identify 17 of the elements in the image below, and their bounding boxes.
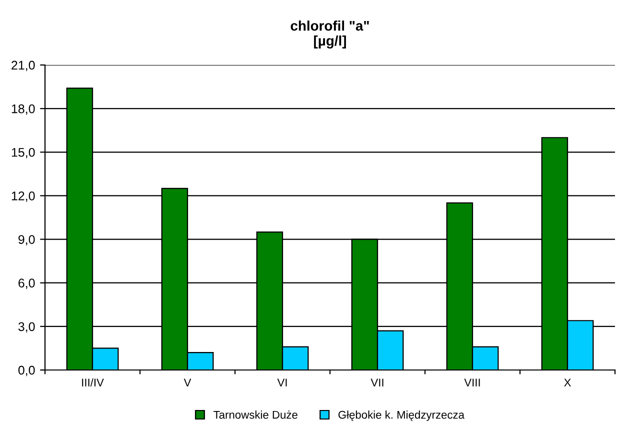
y-tick-label: 18,0 bbox=[12, 104, 35, 115]
y-tick-label: 3,0 bbox=[18, 322, 35, 333]
legend-label: Tarnowskie Duże bbox=[214, 410, 298, 419]
x-tick-label: III/IV bbox=[82, 378, 104, 386]
y-tick-label: 9,0 bbox=[18, 235, 35, 246]
x-tick-label: X bbox=[564, 378, 571, 386]
x-tick-label: V bbox=[184, 378, 192, 386]
x-tick-label: VI bbox=[277, 378, 287, 386]
y-tick-label: 0,0 bbox=[18, 366, 35, 376]
x-tick-label: VIII bbox=[464, 378, 480, 386]
y-tick-label: 21,0 bbox=[12, 60, 35, 72]
chart-title: chlorofil "a" [µg/l] bbox=[290, 20, 369, 48]
legend-label: Głębokie k. Międzyrzecza bbox=[338, 410, 464, 421]
y-tick-label: 6,0 bbox=[18, 278, 35, 289]
y-tick-label: 15,0 bbox=[12, 148, 35, 158]
x-tick-label: VII bbox=[370, 378, 384, 386]
y-tick-label: 12,0 bbox=[12, 192, 35, 202]
